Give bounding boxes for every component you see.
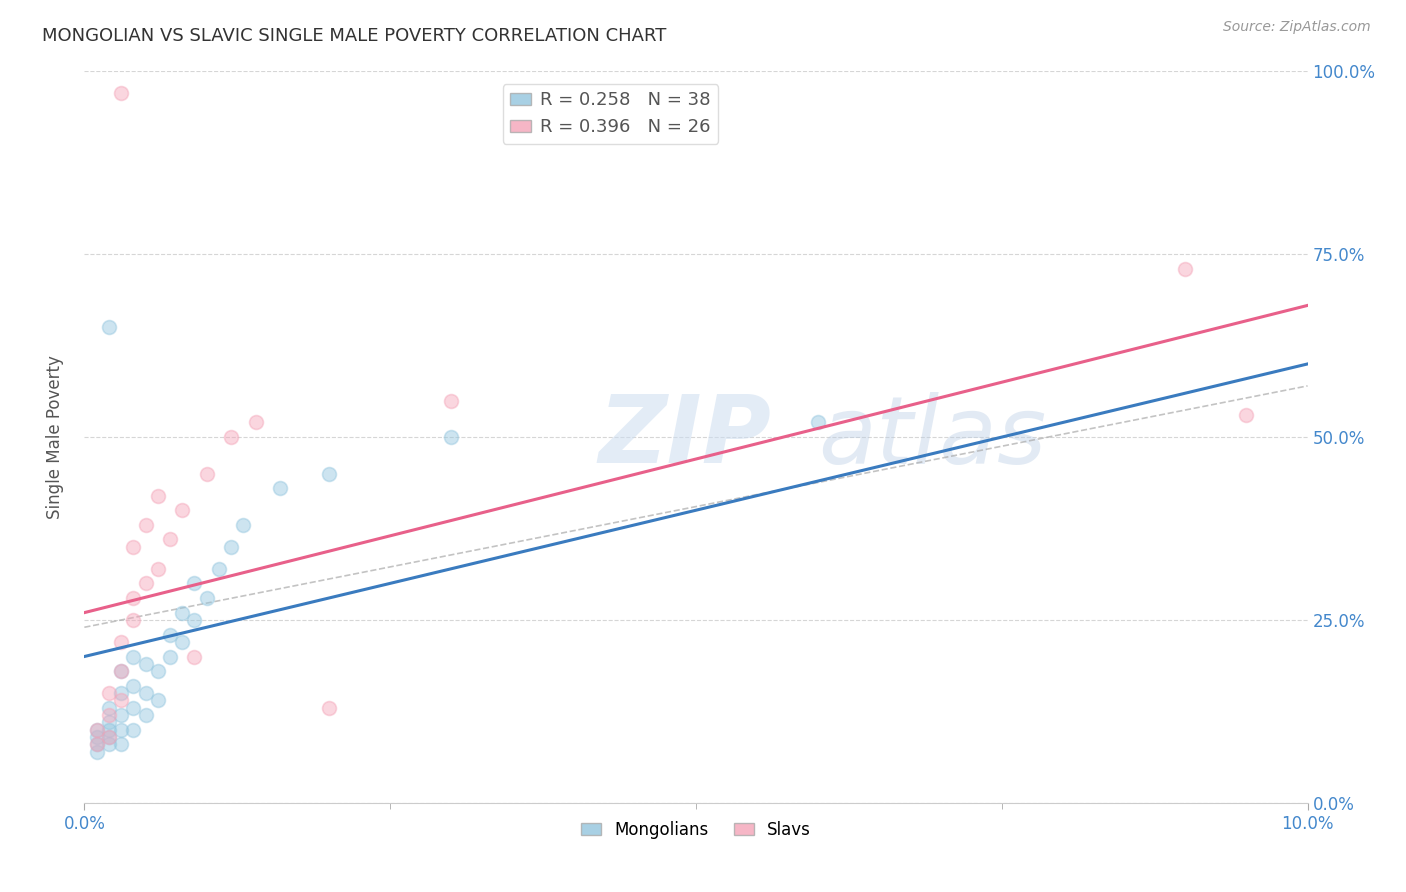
- Point: [172, 503, 194, 517]
- Point: [122, 679, 145, 693]
- Point: [135, 708, 157, 723]
- Text: atlas: atlas: [818, 392, 1046, 483]
- Point: [172, 635, 194, 649]
- Point: [440, 430, 463, 444]
- Point: [97, 723, 120, 737]
- Point: [1174, 261, 1197, 276]
- Point: [97, 686, 120, 700]
- Point: [122, 723, 145, 737]
- Point: [135, 517, 157, 532]
- Point: [159, 649, 181, 664]
- Point: [110, 737, 132, 751]
- Legend: Mongolians, Slavs: Mongolians, Slavs: [575, 814, 817, 846]
- Point: [183, 576, 205, 591]
- Point: [219, 430, 242, 444]
- Point: [195, 591, 218, 605]
- Text: Source: ZipAtlas.com: Source: ZipAtlas.com: [1223, 20, 1371, 34]
- Point: [807, 416, 830, 430]
- Point: [135, 576, 157, 591]
- Point: [146, 693, 169, 707]
- Point: [97, 700, 120, 714]
- Point: [159, 627, 181, 641]
- Point: [86, 737, 108, 751]
- Point: [122, 613, 145, 627]
- Point: [440, 393, 463, 408]
- Point: [208, 562, 231, 576]
- Point: [135, 686, 157, 700]
- Point: [245, 416, 267, 430]
- Point: [219, 540, 242, 554]
- Point: [97, 730, 120, 744]
- Text: ZIP: ZIP: [598, 391, 770, 483]
- Point: [135, 657, 157, 671]
- Point: [110, 693, 132, 707]
- Y-axis label: Single Male Poverty: Single Male Poverty: [45, 355, 63, 519]
- Point: [183, 613, 205, 627]
- Point: [159, 533, 181, 547]
- Point: [146, 489, 169, 503]
- Point: [86, 737, 108, 751]
- Point: [86, 730, 108, 744]
- Text: MONGOLIAN VS SLAVIC SINGLE MALE POVERTY CORRELATION CHART: MONGOLIAN VS SLAVIC SINGLE MALE POVERTY …: [42, 27, 666, 45]
- Point: [172, 606, 194, 620]
- Point: [146, 664, 169, 678]
- Point: [232, 517, 254, 532]
- Point: [110, 664, 132, 678]
- Point: [318, 700, 340, 714]
- Point: [146, 562, 169, 576]
- Point: [1236, 408, 1258, 422]
- Point: [183, 649, 205, 664]
- Point: [122, 591, 145, 605]
- Point: [110, 87, 132, 101]
- Point: [318, 467, 340, 481]
- Point: [122, 540, 145, 554]
- Point: [269, 481, 291, 495]
- Point: [110, 723, 132, 737]
- Point: [110, 664, 132, 678]
- Point: [97, 708, 120, 723]
- Point: [110, 686, 132, 700]
- Point: [122, 649, 145, 664]
- Point: [86, 723, 108, 737]
- Point: [122, 700, 145, 714]
- Point: [86, 745, 108, 759]
- Point: [110, 708, 132, 723]
- Point: [110, 635, 132, 649]
- Point: [97, 320, 120, 334]
- Point: [97, 737, 120, 751]
- Point: [97, 715, 120, 730]
- Point: [86, 723, 108, 737]
- Point: [195, 467, 218, 481]
- Point: [97, 730, 120, 744]
